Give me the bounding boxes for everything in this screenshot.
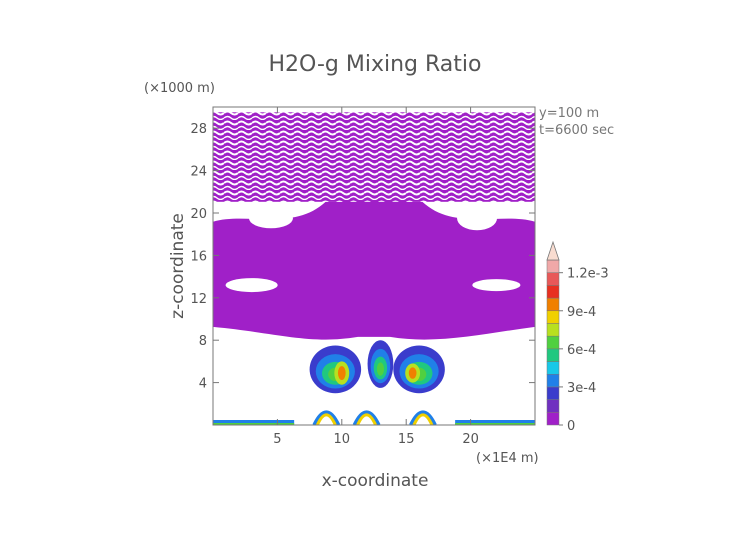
cloud-core: [408, 367, 417, 379]
colorbar-tick-label: 1.2e-3: [567, 267, 609, 282]
x-tick-label: 10: [334, 432, 351, 447]
x-tick-label: 15: [398, 432, 415, 447]
gap: [457, 206, 498, 231]
colorbar: 0 3e-4 6e-4 9e-4 1.2e-3: [546, 240, 609, 434]
plot-frame: [212, 106, 536, 426]
surface-bump: [312, 410, 341, 425]
colorbar-swatch: [546, 272, 560, 286]
x-unit-label: (×1E4 m): [476, 451, 539, 466]
y-axis: 4 8 12 16 20 24 28: [190, 122, 535, 392]
surface-bump: [352, 410, 381, 425]
gap: [248, 208, 293, 229]
heatmap-field: [213, 112, 535, 425]
colorbar-swatch: [546, 310, 560, 324]
cloud-blob: [376, 362, 385, 376]
colorbar-swatch: [546, 297, 560, 312]
y-unit-label: (×1000 m): [144, 81, 215, 96]
x-tick-label: 5: [273, 432, 281, 447]
x-axis: 5 10 15 20: [273, 107, 479, 447]
y-tick-label: 28: [190, 122, 207, 137]
surface-bump: [356, 413, 377, 425]
y-tick-label: 20: [190, 207, 207, 222]
y-tick-label: 24: [190, 165, 207, 180]
colorbar-tick-label: 6e-4: [567, 343, 596, 358]
colorbar-tick-label: 3e-4: [567, 381, 596, 396]
colorbar-tick-label: 9e-4: [567, 305, 596, 320]
y-axis-label: z-coordinate: [168, 213, 188, 319]
colorbar-swatch: [546, 259, 560, 273]
colorbar-swatch: [546, 323, 560, 337]
surface-bump: [412, 413, 434, 425]
chart-title: H2O-g Mixing Ratio: [269, 52, 482, 77]
y-tick-label: 16: [190, 249, 207, 264]
surface-bump: [315, 413, 337, 425]
annotation-t: t=6600 sec: [539, 123, 614, 138]
y-tick-label: 4: [199, 377, 207, 392]
colorbar-swatch: [546, 386, 560, 400]
moist-layer: [213, 201, 535, 340]
y-tick-label: 12: [190, 292, 207, 307]
upper-speckle: [213, 112, 535, 202]
colorbar-swatch: [546, 285, 560, 299]
colorbar-swatch: [546, 412, 560, 426]
colorbar-swatch: [546, 373, 560, 388]
surface-strip: [213, 420, 295, 425]
gap: [472, 279, 521, 292]
colorbar-swatch: [546, 335, 560, 350]
surface-strip: [213, 423, 295, 425]
colorbar-extend-arrow: [546, 240, 560, 261]
colorbar-swatch: [546, 361, 560, 375]
gap: [225, 278, 278, 293]
annotation-y: y=100 m: [539, 106, 599, 121]
surface-strip: [455, 423, 535, 425]
colorbar-swatch: [546, 348, 560, 362]
x-axis-label: x-coordinate: [322, 471, 429, 491]
colorbar-swatch: [546, 399, 560, 413]
surface-strip: [455, 420, 535, 425]
x-tick-label: 20: [462, 432, 479, 447]
surface-bump: [409, 410, 437, 425]
y-tick-label: 8: [199, 334, 207, 349]
cloud-core: [337, 366, 346, 381]
colorbar-tick-label: 0: [567, 419, 575, 434]
